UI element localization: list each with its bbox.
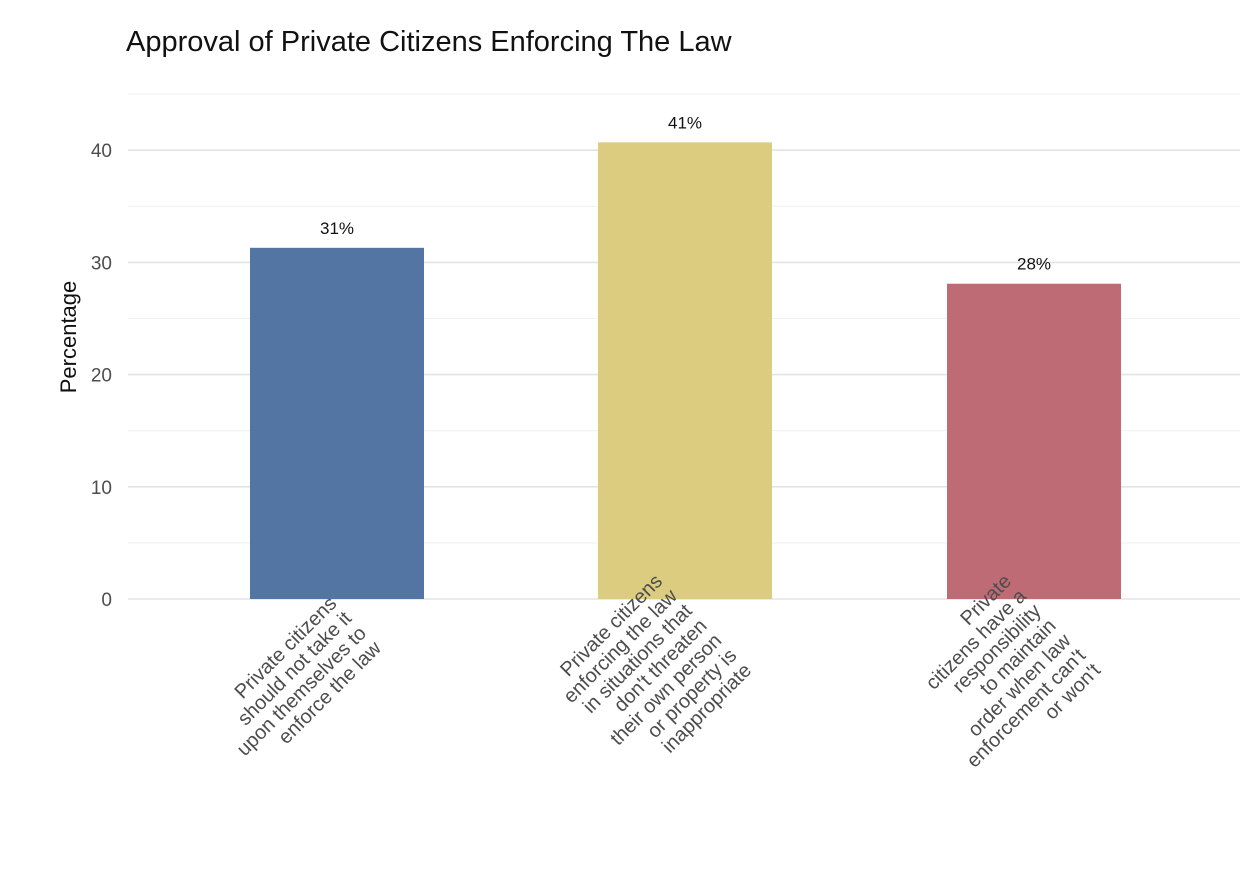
data-label: 41% bbox=[668, 113, 702, 132]
chart-title: Approval of Private Citizens Enforcing T… bbox=[126, 26, 732, 58]
x-axis-labels: Private citizensshould not take itupon t… bbox=[203, 570, 1106, 787]
data-label: 31% bbox=[320, 219, 354, 238]
y-tick-label: 40 bbox=[91, 141, 112, 162]
x-tick-label: Private citizensshould not take itupon t… bbox=[203, 592, 386, 775]
data-labels: 31% 41% 28% bbox=[320, 113, 1051, 273]
x-tick-label: Privatecitizens have aresponsibilityto m… bbox=[888, 570, 1105, 787]
x-tick-label: Private citizensenforcing the lawin situ… bbox=[544, 570, 756, 782]
bars bbox=[250, 142, 1121, 599]
data-label: 28% bbox=[1017, 255, 1051, 274]
y-tick-label: 30 bbox=[91, 253, 112, 274]
y-tick-label: 0 bbox=[101, 590, 112, 611]
y-axis-ticks: 0 10 20 30 40 bbox=[91, 141, 112, 611]
y-tick-label: 10 bbox=[91, 478, 112, 499]
y-axis-title: Percentage bbox=[56, 281, 81, 394]
bar bbox=[598, 142, 772, 599]
y-tick-label: 20 bbox=[91, 366, 112, 387]
bar bbox=[947, 283, 1121, 599]
bar bbox=[250, 247, 424, 599]
